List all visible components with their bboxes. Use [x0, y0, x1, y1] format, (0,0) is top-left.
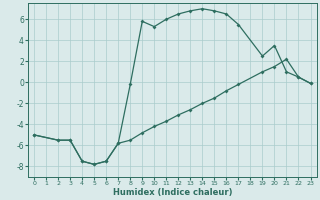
X-axis label: Humidex (Indice chaleur): Humidex (Indice chaleur): [113, 188, 232, 197]
